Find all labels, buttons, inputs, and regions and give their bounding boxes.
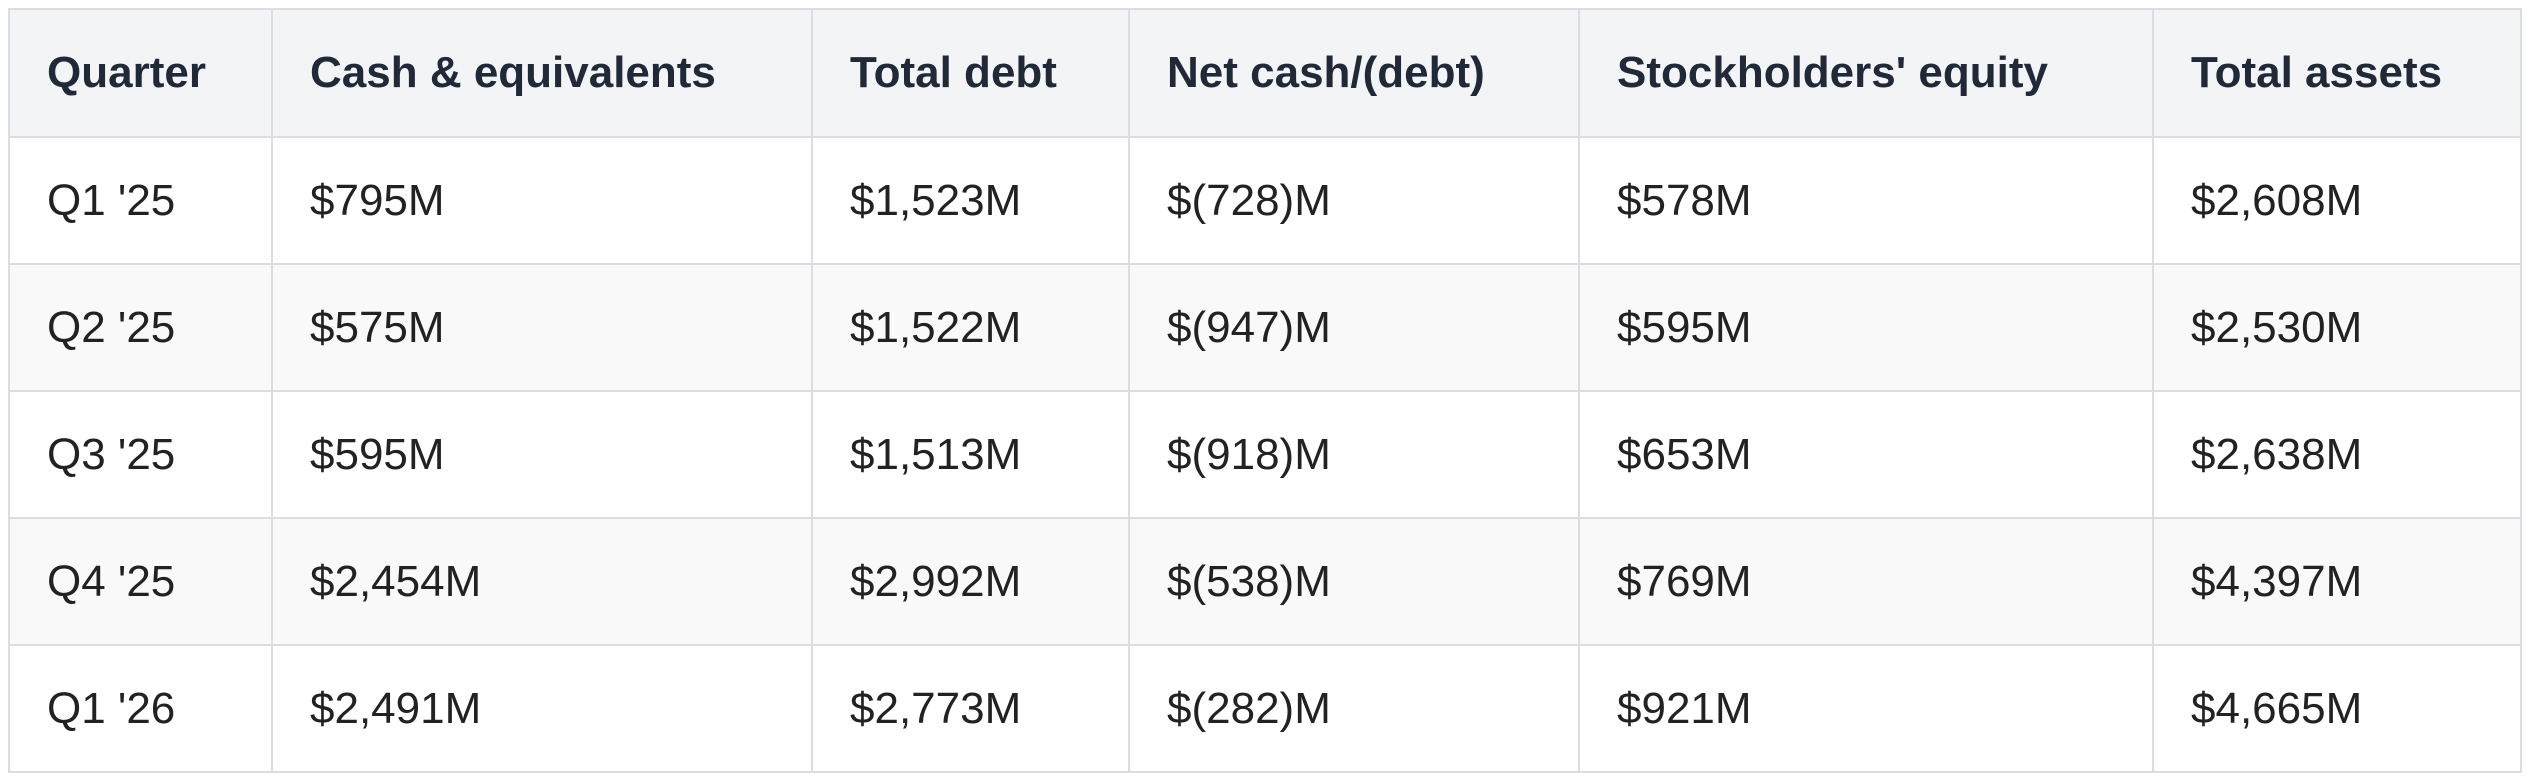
table-row: Q1 '25 $795M $1,523M $(728)M $578M $2,608M	[8, 136, 2522, 265]
table-cell: Q1 '25	[8, 136, 273, 265]
table-cell: $578M	[1578, 136, 2154, 265]
table-cell: Q4 '25	[8, 517, 273, 646]
table-cell: $(538)M	[1128, 517, 1580, 646]
table-cell: $4,397M	[2152, 517, 2522, 646]
table-body: Q1 '25 $795M $1,523M $(728)M $578M $2,608M Q2 …	[8, 136, 2522, 773]
table-row: Q2 '25 $575M $1,522M $(947)M $595M $2,530M	[8, 263, 2522, 392]
table-cell: $595M	[1578, 263, 2154, 392]
header-cell: Quarter	[8, 8, 273, 138]
table-cell: $595M	[271, 390, 813, 519]
header-cell: Total assets	[2152, 8, 2522, 138]
table-cell: $921M	[1578, 644, 2154, 773]
header-cell: Cash & equivalents	[271, 8, 813, 138]
header-cell: Stockholders' equity	[1578, 8, 2154, 138]
table-cell: $2,530M	[2152, 263, 2522, 392]
table-cell: $2,491M	[271, 644, 813, 773]
header-row: Quarter Cash & equivalents Total debt Net c…	[8, 8, 2522, 138]
table-cell: Q2 '25	[8, 263, 273, 392]
table-cell: $2,992M	[811, 517, 1130, 646]
table-cell: $(918)M	[1128, 390, 1580, 519]
header-cell: Net cash/(debt)	[1128, 8, 1580, 138]
table-cell: $2,454M	[271, 517, 813, 646]
table-row: Q3 '25 $595M $1,513M $(918)M $653M $2,638M	[8, 390, 2522, 519]
table-cell: $1,513M	[811, 390, 1130, 519]
table-cell: $2,773M	[811, 644, 1130, 773]
table-container: Quarter Cash & equivalents Total debt Net c…	[8, 8, 2522, 773]
table-row: Q4 '25 $2,454M $2,992M $(538)M $769M $4,397M	[8, 517, 2522, 646]
table-cell: $653M	[1578, 390, 2154, 519]
table-cell: $2,608M	[2152, 136, 2522, 265]
table-header: Quarter Cash & equivalents Total debt Net c…	[8, 8, 2522, 138]
table-cell: $4,665M	[2152, 644, 2522, 773]
table-cell: $795M	[271, 136, 813, 265]
table-row: Q1 '26 $2,491M $2,773M $(282)M $921M $4,665M	[8, 644, 2522, 773]
table-cell: Q3 '25	[8, 390, 273, 519]
table-cell: $769M	[1578, 517, 2154, 646]
header-cell: Total debt	[811, 8, 1130, 138]
table-cell: $575M	[271, 263, 813, 392]
table-cell: $(728)M	[1128, 136, 1580, 265]
table-cell: $(947)M	[1128, 263, 1580, 392]
data-table: Quarter Cash & equivalents Total debt Net c…	[8, 8, 2522, 773]
table-cell: Q1 '26	[8, 644, 273, 773]
table-cell: $1,523M	[811, 136, 1130, 265]
table-cell: $1,522M	[811, 263, 1130, 392]
table-cell: $2,638M	[2152, 390, 2522, 519]
table-cell: $(282)M	[1128, 644, 1580, 773]
